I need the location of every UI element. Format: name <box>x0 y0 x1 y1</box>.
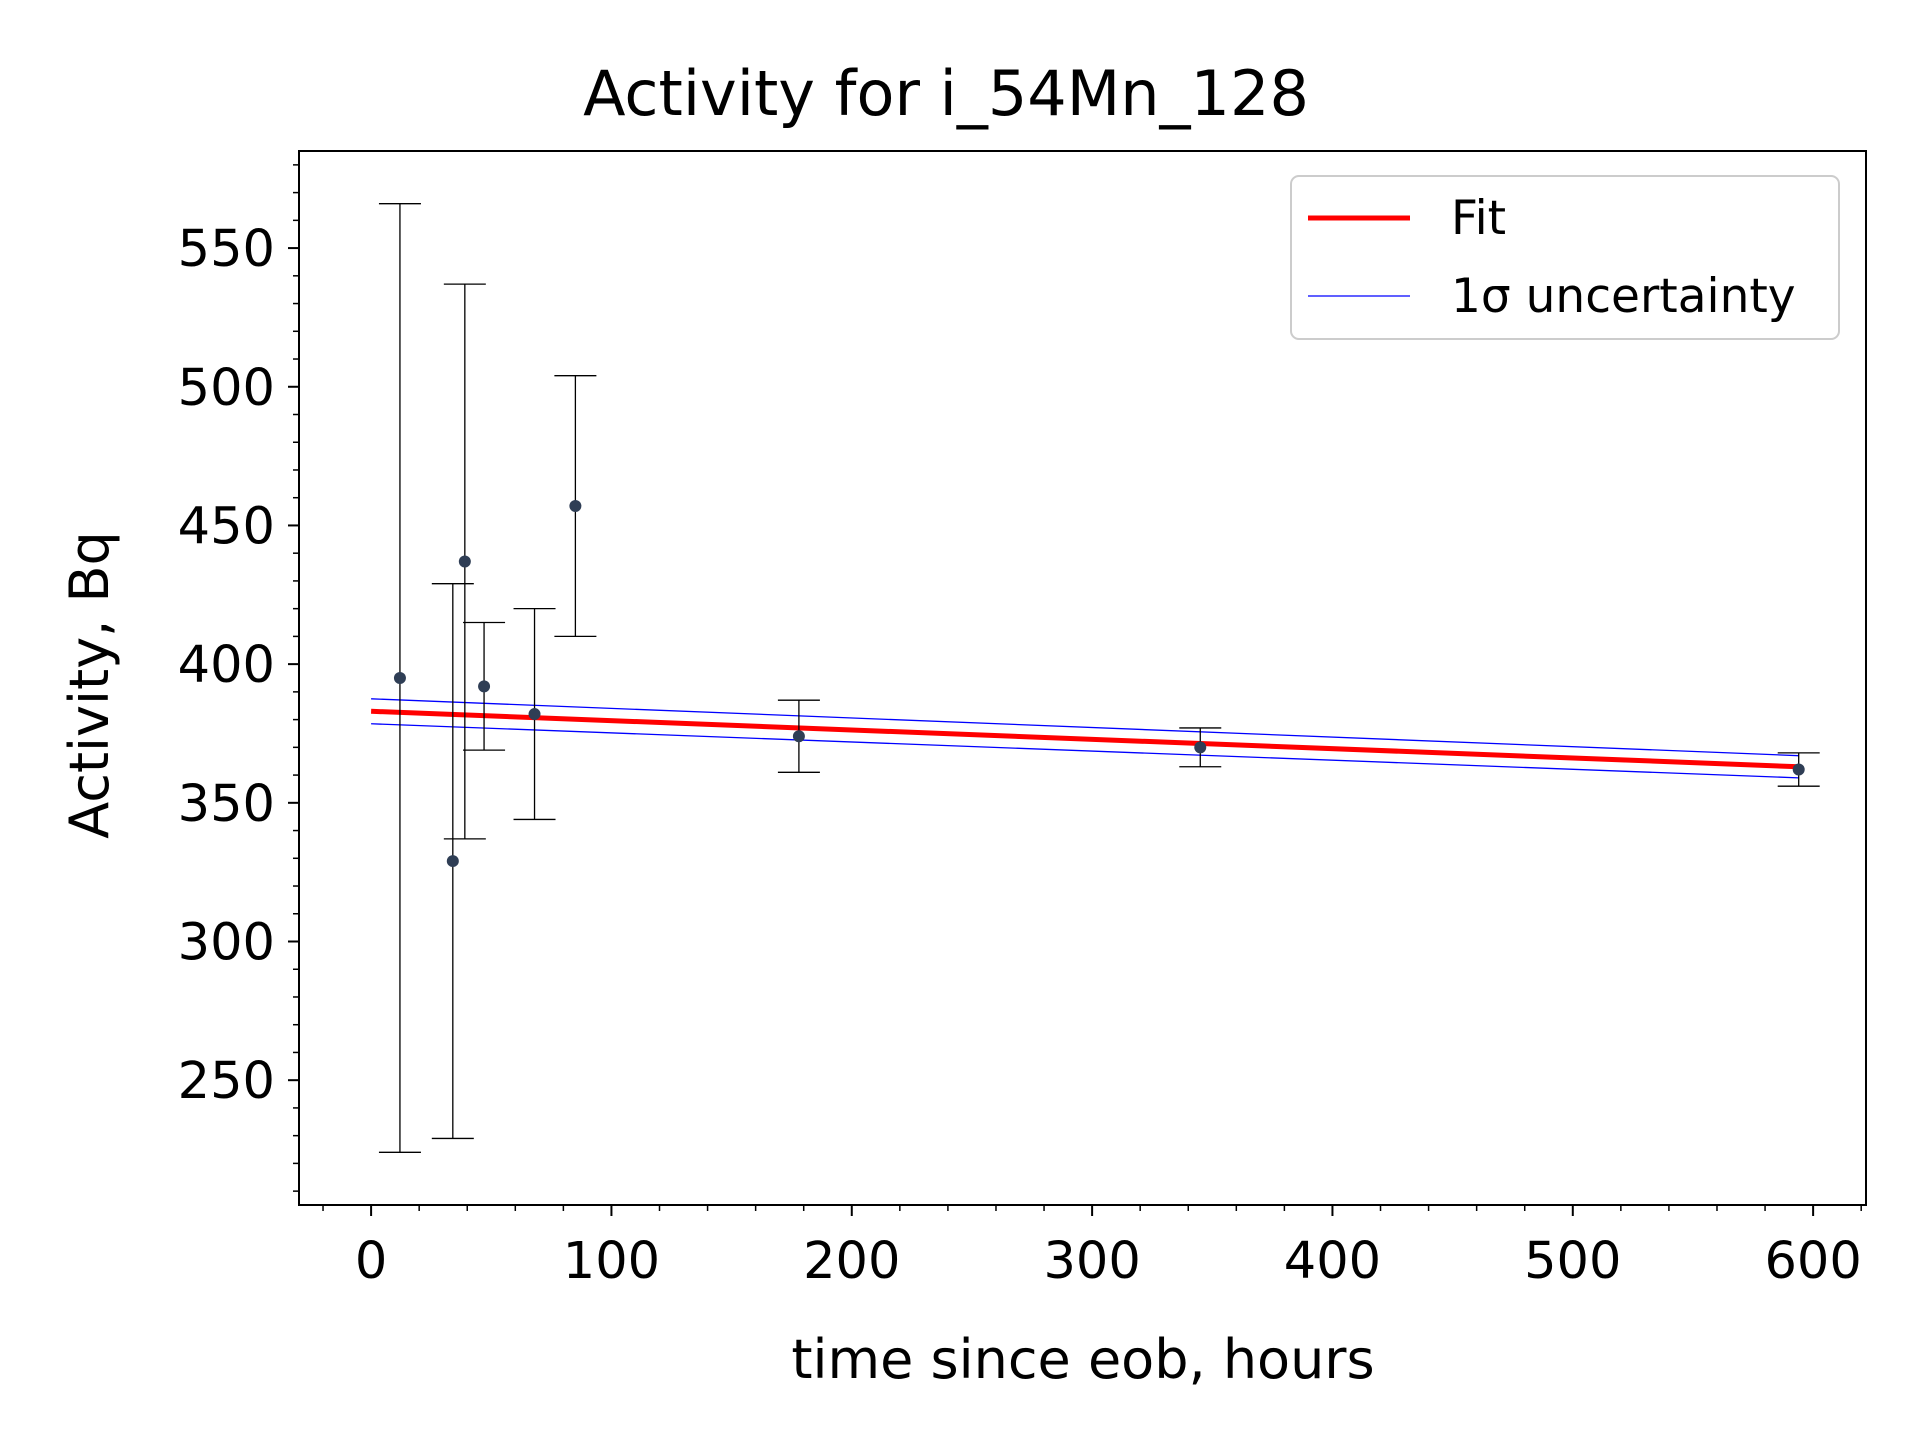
x-tick-label: 200 <box>803 1232 900 1291</box>
data-point <box>569 500 582 513</box>
x-tick-label: 600 <box>1764 1232 1861 1291</box>
y-tick-label: 450 <box>178 497 275 556</box>
plot-frame <box>298 150 1867 1206</box>
x-tick-label: 300 <box>1043 1232 1140 1291</box>
data-point <box>528 708 541 721</box>
chart-title: Activity for i_54Mn_128 <box>583 57 1309 130</box>
x-tick-label: 100 <box>563 1232 660 1291</box>
x-tick-label: 400 <box>1284 1232 1381 1291</box>
legend: Fit 1σ uncertainty <box>1290 175 1840 340</box>
data-point <box>446 855 459 868</box>
fit-line <box>371 708 1799 770</box>
y-axis-label: Activity, Bq <box>58 531 121 839</box>
y-tick-label: 300 <box>178 914 275 973</box>
data-point <box>458 555 471 568</box>
legend-box <box>1290 175 1840 340</box>
data-point <box>1792 763 1805 776</box>
y-tick-label: 400 <box>178 636 275 695</box>
y-tick-label: 550 <box>178 220 275 279</box>
legend-label: Fit <box>1451 191 1506 246</box>
legend-label: 1σ uncertainty <box>1451 269 1796 324</box>
y-tick-label: 350 <box>178 775 275 834</box>
y-tick-label: 250 <box>178 1052 275 1111</box>
y-tick-label: 500 <box>178 359 275 418</box>
x-tick-label: 500 <box>1524 1232 1621 1291</box>
data-point <box>478 680 491 693</box>
plot-area: 0 100 200 300 400 500 600 250 300 350 400 450 500 550 <box>178 150 1867 1291</box>
uncertainty-upper-line <box>371 698 1799 757</box>
uncertainty-lower-line <box>371 723 1799 779</box>
data-point <box>393 672 406 684</box>
data-point <box>1194 741 1207 754</box>
x-axis-label: time since eob, hours <box>791 1328 1374 1391</box>
data-point <box>792 730 805 743</box>
x-tick-label: 0 <box>355 1232 387 1291</box>
